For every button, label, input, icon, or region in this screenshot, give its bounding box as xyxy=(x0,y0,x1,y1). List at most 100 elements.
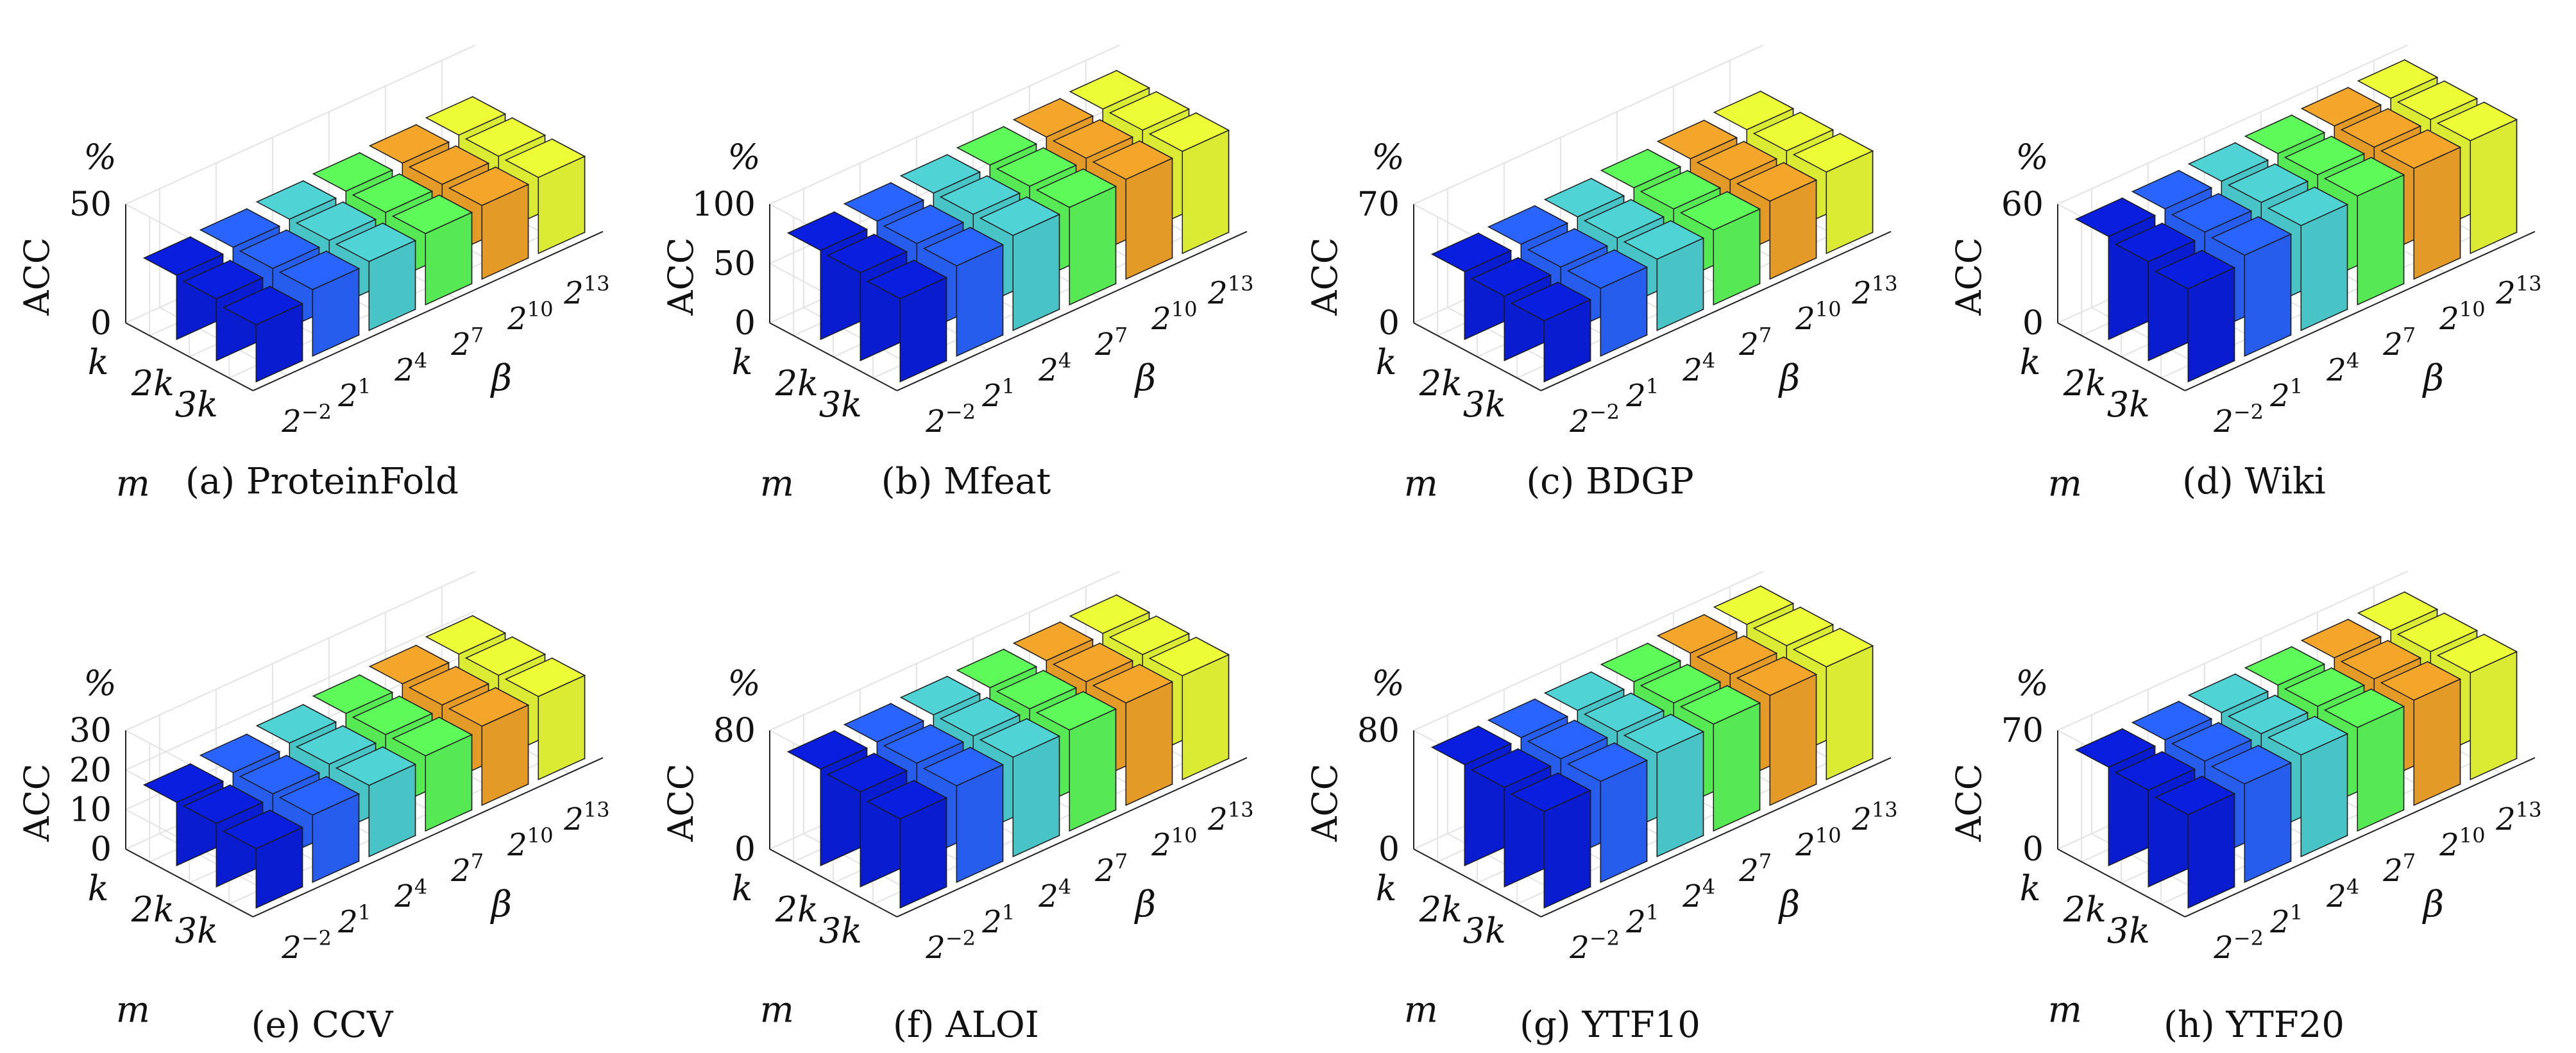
z-unit-label: % xyxy=(2015,137,2048,177)
m-tick-label: 2k xyxy=(775,363,818,404)
beta-tick-label: 2−2 xyxy=(1569,400,1620,440)
grid-line xyxy=(125,44,477,205)
m-tick-label: k xyxy=(1376,868,1397,909)
bar xyxy=(1623,713,1705,858)
beta-tick-label: 210 xyxy=(1795,823,1841,863)
m-axis-label: m xyxy=(116,989,150,1031)
bars xyxy=(142,615,586,909)
m-tick-label: k xyxy=(1376,342,1397,382)
bars xyxy=(1430,585,1874,909)
beta-tick-label: 2−2 xyxy=(2213,926,2264,966)
z-tick-label: 0 xyxy=(90,304,112,343)
bar xyxy=(335,746,417,858)
beta-tick-label: 213 xyxy=(2495,271,2541,311)
panel-caption: (g) YTF10 xyxy=(1520,1004,1700,1046)
z-tick-label: 70 xyxy=(1357,185,1400,224)
beta-axis-line xyxy=(896,757,1248,918)
bars xyxy=(2074,591,2518,909)
beta-tick-label: 24 xyxy=(1682,875,1715,914)
beta-tick-label: 21 xyxy=(981,374,1015,414)
m-axis-line xyxy=(769,848,897,918)
axes xyxy=(2057,730,2536,918)
beta-axis-label: β xyxy=(1134,358,1156,400)
beta-tick-label: 21 xyxy=(981,900,1015,940)
bar xyxy=(1148,112,1230,255)
bar xyxy=(278,250,360,357)
bar xyxy=(1566,742,1648,884)
bar xyxy=(448,166,530,280)
m-tick-label: 3k xyxy=(2107,911,2150,951)
m-tick-label: 3k xyxy=(175,384,218,425)
bar xyxy=(2074,197,2157,341)
grid-line xyxy=(769,44,1121,205)
beta-tick-label: 21 xyxy=(337,374,371,414)
m-axis-label: m xyxy=(2048,989,2082,1031)
z-tick-label: 70 xyxy=(2001,712,2044,750)
bar xyxy=(1679,191,1761,306)
bar xyxy=(2436,633,2518,781)
axes xyxy=(2057,204,2536,391)
chart-panel: 0 80 ACC% k 2k 3k m 2−2 21 24 27 210 213 β (f) ALOI xyxy=(644,526,1288,1052)
m-axis-line xyxy=(2057,322,2185,391)
bar xyxy=(1736,656,1818,807)
z-unit-label: % xyxy=(83,137,116,177)
z-tick-label: 0 xyxy=(734,830,756,869)
bar xyxy=(2154,249,2236,383)
m-axis-line xyxy=(769,322,897,391)
bars xyxy=(786,594,1230,909)
z-axis-label: ACC xyxy=(1305,764,1345,843)
m-axis-label: m xyxy=(760,989,794,1031)
beta-axis-label: β xyxy=(1134,884,1156,926)
m-tick-label: k xyxy=(732,342,753,382)
beta-axis-line xyxy=(896,230,1248,391)
m-tick-label: 3k xyxy=(1463,384,1506,425)
bar xyxy=(1148,636,1230,781)
beta-tick-label: 27 xyxy=(2382,323,2416,363)
m-tick-label: k xyxy=(2020,868,2041,909)
beta-tick-label: 210 xyxy=(1151,297,1197,337)
m-axis-line xyxy=(2057,848,2185,918)
panel-caption: (c) BDGP xyxy=(1526,461,1694,502)
beta-tick-label: 24 xyxy=(2326,348,2359,388)
bar xyxy=(786,211,869,341)
z-unit-label: % xyxy=(1371,663,1404,703)
beta-axis-label: β xyxy=(2422,358,2444,400)
beta-tick-label: 21 xyxy=(337,900,371,940)
bar xyxy=(866,780,948,909)
beta-tick-label: 213 xyxy=(1207,798,1253,837)
axes xyxy=(1413,204,1892,391)
chart-panel: 0 50 ACC% k 2k 3k m 2−2 21 24 27 210 213 β (a) Protein… xyxy=(0,0,644,526)
panel-caption: (f) ALOI xyxy=(893,1004,1039,1046)
grid-line xyxy=(2057,570,2409,732)
beta-tick-label: 2−2 xyxy=(925,926,976,966)
bar xyxy=(2074,728,2157,867)
bar xyxy=(2436,101,2518,255)
grid-line xyxy=(1413,44,1765,205)
m-tick-label: k xyxy=(2020,342,2041,382)
beta-axis-label: β xyxy=(2422,884,2444,926)
chart-panel: 0 60 ACC% k 2k 3k m 2−2 21 24 27 210 213 β (d) Wiki xyxy=(1932,0,2576,526)
chart-panel: 0 70 ACC% k 2k 3k m 2−2 21 24 27 210 213 β (h) YTF20 xyxy=(1932,526,2576,1052)
bar xyxy=(786,730,869,867)
bar xyxy=(2267,186,2349,332)
bar xyxy=(1566,249,1648,357)
panel-caption: (h) YTF20 xyxy=(2164,1004,2344,1046)
z-tick-label: 50 xyxy=(713,245,756,284)
m-tick-label: 3k xyxy=(819,384,862,425)
chart-panel: 0 50 100 ACC% k 2k 3k m 2−2 21 24 27 210 213 β (b) Mfea… xyxy=(644,0,1288,526)
axes xyxy=(125,730,604,918)
z-unit-label: % xyxy=(727,137,760,177)
z-tick-label: 0 xyxy=(2022,304,2044,343)
m-tick-label: k xyxy=(88,342,109,382)
bars xyxy=(1430,90,1874,383)
beta-tick-label: 210 xyxy=(507,297,553,337)
grid-line xyxy=(125,610,477,771)
beta-tick-label: 27 xyxy=(1738,323,1772,363)
m-tick-label: 3k xyxy=(2107,384,2150,425)
bar xyxy=(979,196,1061,332)
